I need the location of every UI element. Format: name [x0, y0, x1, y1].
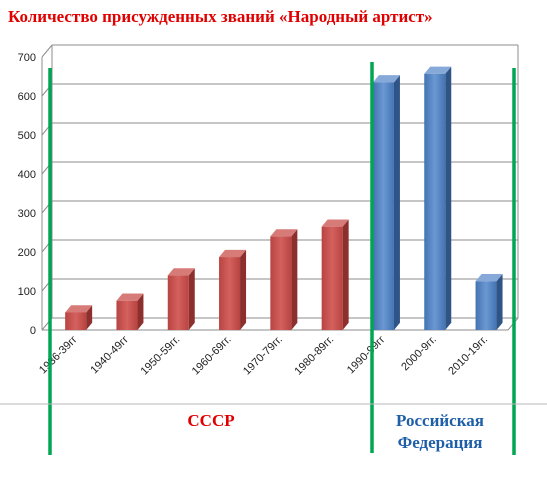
bar [65, 305, 93, 330]
bar-front [116, 300, 138, 330]
bar [372, 75, 400, 331]
group-dividers [0, 62, 547, 455]
group-label-rf-line1: Российская [396, 411, 484, 430]
y-tick-label: 300 [18, 208, 36, 220]
bar-side [445, 66, 452, 330]
bar-top [424, 66, 452, 74]
bar-top [270, 229, 298, 237]
bar-top [167, 268, 195, 276]
y-tick-label: 200 [18, 247, 36, 259]
bar-top [475, 274, 503, 282]
x-tick-label: 1970-79гг. [241, 334, 285, 378]
group-labels: СССР Российская Федерация [187, 411, 484, 452]
bar-top [321, 219, 349, 227]
bar [475, 274, 503, 330]
bar [167, 268, 195, 330]
bar-front [167, 275, 189, 330]
bar-side [496, 274, 503, 330]
bar-side [342, 219, 349, 330]
bar-side [240, 249, 247, 330]
bar-front [424, 73, 446, 331]
x-tick-label: 2010-19гг. [446, 334, 490, 378]
bar-side [393, 75, 400, 331]
bar-top [65, 305, 93, 313]
x-axis-ticks: 1936-39гг 1940-49гг 1950-59гг. 1960-69гг. 19… [37, 334, 490, 378]
bar [219, 249, 247, 330]
bar-front [219, 257, 241, 330]
group-label-rf-line2: Федерация [398, 433, 483, 452]
x-tick-label: 1960-69гг. [190, 334, 234, 378]
y-tick-label: 500 [18, 130, 36, 142]
y-axis-ticks: 0 100 200 300 400 500 600 700 [18, 52, 36, 337]
bar-top [372, 75, 400, 83]
x-tick-label: 1940-49гг [88, 334, 131, 377]
bar-front [270, 236, 292, 330]
x-tick-label: 1936-39гг [37, 334, 80, 377]
y-tick-label: 400 [18, 169, 36, 181]
x-tick-label: 1990-99гг [345, 334, 388, 377]
bar-top [219, 249, 247, 258]
x-tick-label: 1950-59гг. [138, 334, 182, 378]
bar [270, 229, 298, 330]
y-tick-label: 700 [18, 52, 36, 64]
group-label-ussr: СССР [187, 411, 234, 430]
bar [116, 293, 144, 330]
bar [424, 66, 452, 331]
bar-front [321, 226, 343, 330]
bar-front [65, 312, 87, 330]
bar-side [137, 293, 144, 330]
bars [65, 66, 503, 331]
bar [321, 219, 349, 330]
x-tick-label: 2000-9гг. [399, 334, 439, 374]
x-tick-label: 1980-89гг. [292, 334, 336, 378]
bar-front [475, 281, 497, 330]
bar-top [116, 293, 144, 301]
gridline-diag [41, 44, 53, 58]
chart-title: Количество присужденных званий «Народный… [8, 7, 433, 26]
y-tick-label: 600 [18, 91, 36, 103]
bar-side [291, 229, 298, 330]
bar-front [372, 82, 394, 330]
y-tick-label: 0 [30, 325, 36, 337]
bar-side [86, 305, 93, 330]
bar-side [188, 268, 195, 330]
y-tick-label: 100 [18, 286, 36, 298]
